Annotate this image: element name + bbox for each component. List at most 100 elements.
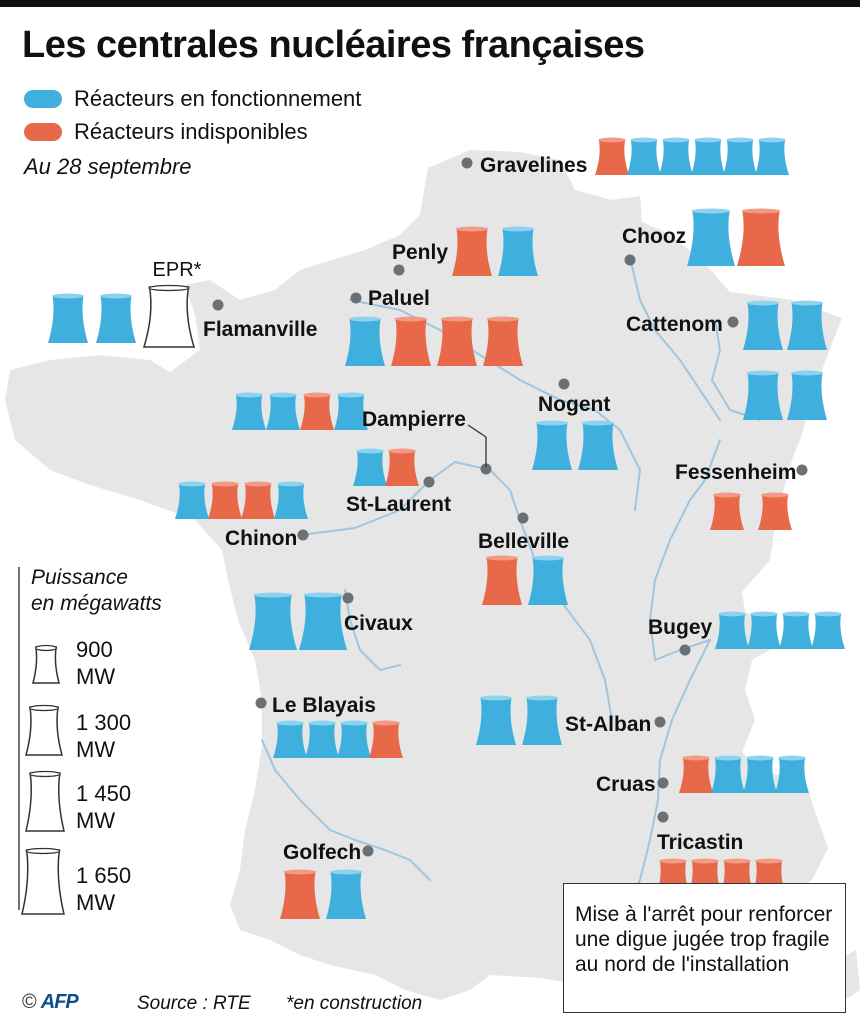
reactor-st-laurent-1	[353, 450, 387, 486]
reactor-dampierre-4	[334, 394, 368, 430]
reactor-st-laurent-1-top	[356, 448, 384, 454]
reactor-tricastin-1-top	[659, 858, 687, 864]
reactor-paluel-2	[391, 318, 431, 366]
reactor-st-alban-2-top	[525, 695, 559, 701]
plant-belleville	[482, 555, 568, 605]
reactor-flamanville-1-top	[51, 293, 85, 299]
river-moselle	[711, 319, 761, 421]
reactor-chooz-2	[737, 210, 785, 266]
top-rule	[0, 0, 860, 7]
reactor-civaux-1	[249, 594, 297, 650]
plant-civaux	[249, 592, 347, 650]
reactor-st-alban-1	[476, 697, 516, 745]
dot-golfech	[362, 845, 374, 857]
reactor-golfech-2-top	[329, 869, 363, 875]
power-1650-value: 1 650	[76, 863, 132, 888]
power-picto-1-300	[25, 706, 63, 756]
reactor-nogent-2-top	[581, 420, 615, 426]
reactor-gravelines-4-top	[694, 137, 722, 143]
reactor-st-alban-2	[522, 697, 562, 745]
reactor-cattenom-3-top	[746, 370, 780, 376]
label-nogent: Nogent	[538, 393, 610, 416]
plant-golfech	[280, 869, 366, 919]
power-1300-value: 1 300	[76, 710, 132, 735]
plant-chinon	[175, 481, 308, 519]
reactor-cruas-3	[743, 757, 777, 793]
dot-belleville	[517, 512, 529, 524]
label-gravelines: Gravelines	[480, 154, 587, 177]
power-legend-title: Puissance en mégawatts	[31, 565, 162, 617]
reactor-dampierre-3-top	[303, 392, 331, 398]
reactor-cattenom-2-top	[790, 300, 824, 306]
reactor-gravelines-2	[627, 139, 661, 175]
reactor-dampierre-2-top	[269, 392, 297, 398]
reactor-bugey-4-top	[814, 611, 842, 617]
reactor-gravelines-6	[755, 139, 789, 175]
reactor-cruas-2-top	[714, 755, 742, 761]
reactor-flamanville-1	[48, 295, 88, 343]
legend-operating: Réacteurs en fonctionnement	[24, 86, 361, 112]
plant-gravelines	[595, 137, 789, 175]
dot-paluel	[350, 292, 362, 304]
plant-penly	[452, 226, 538, 276]
afp-credit: © AFP	[22, 991, 79, 1014]
reactor-chooz-1	[687, 210, 735, 266]
reactor-dampierre-3	[300, 394, 334, 430]
reactor-chinon-1	[175, 483, 209, 519]
legend-operating-label: Réacteurs en fonctionnement	[74, 86, 362, 111]
plant-nogent	[532, 420, 618, 470]
reactor-flamanville-2	[96, 295, 136, 343]
reactor-cattenom-4	[787, 372, 827, 420]
power-legend-title-line2: en mégawatts	[31, 592, 162, 615]
dot-tricastin	[657, 811, 669, 823]
legend-unavailable: Réacteurs indisponibles	[24, 119, 308, 145]
reactor-penly-2-top	[501, 226, 535, 232]
reactor-st-laurent-2-top	[388, 448, 416, 454]
plant-le-blayais	[273, 720, 403, 758]
label-flamanville: Flamanville	[203, 318, 317, 341]
label-chooz: Chooz	[622, 225, 686, 248]
reactor-cruas-4	[775, 757, 809, 793]
reactor-nogent-2	[578, 422, 618, 470]
label-tricastin: Tricastin	[657, 831, 743, 854]
reactor-tricastin-2-top	[691, 858, 719, 864]
page-title: Les centrales nucléaires françaises	[22, 24, 645, 66]
reactor-tricastin-4-top	[755, 858, 783, 864]
power-900-value: 900	[76, 637, 113, 662]
reactor-dampierre-1-top	[235, 392, 263, 398]
reactor-golfech-1	[280, 871, 320, 919]
reactor-flamanville-2-top	[99, 293, 133, 299]
reactor-gravelines-5	[723, 139, 757, 175]
date-label: Au 28 septembre	[24, 154, 192, 179]
dot-le-blayais	[255, 697, 267, 709]
france-outline	[5, 150, 842, 1000]
reactor-cruas-1-top	[682, 755, 710, 761]
reactor-cruas-4-top	[778, 755, 806, 761]
legend-unavailable-label: Réacteurs indisponibles	[74, 119, 308, 144]
plant-labels: Gravelines Penly Paluel Flamanville Chooz Cat…	[203, 154, 796, 864]
power-picto-1-300-top	[28, 704, 60, 712]
label-bugey: Bugey	[648, 616, 713, 639]
reactor-penly-1-top	[455, 226, 489, 232]
reactor-dampierre-4-top	[337, 392, 365, 398]
reactor-cruas-3-top	[746, 755, 774, 761]
dot-st-alban	[654, 716, 666, 728]
dot-penly	[393, 264, 405, 276]
plant-dampierre	[232, 392, 368, 430]
reactor-cruas-2	[711, 757, 745, 793]
reactor-belleville-2-top	[531, 555, 565, 561]
power-legend-1650: 1 650 MW	[76, 862, 131, 916]
reactor-gravelines-1	[595, 139, 629, 175]
legend-swatch-operating	[24, 90, 62, 108]
dot-dampierre	[480, 463, 492, 475]
afp-logo: AFP	[40, 991, 79, 1013]
reactor-chinon-3-top	[244, 481, 272, 487]
reactor-bugey-1	[715, 613, 749, 649]
reactor-cattenom-1-top	[746, 300, 780, 306]
reactor-belleville-1	[482, 557, 522, 605]
reactor-le-blayais-1-top	[276, 720, 304, 726]
label-st-alban: St-Alban	[565, 713, 651, 736]
construction-footnote: *en construction	[286, 993, 423, 1014]
reactor-fessenheim-2	[758, 494, 792, 530]
reactor-chinon-4	[274, 483, 308, 519]
